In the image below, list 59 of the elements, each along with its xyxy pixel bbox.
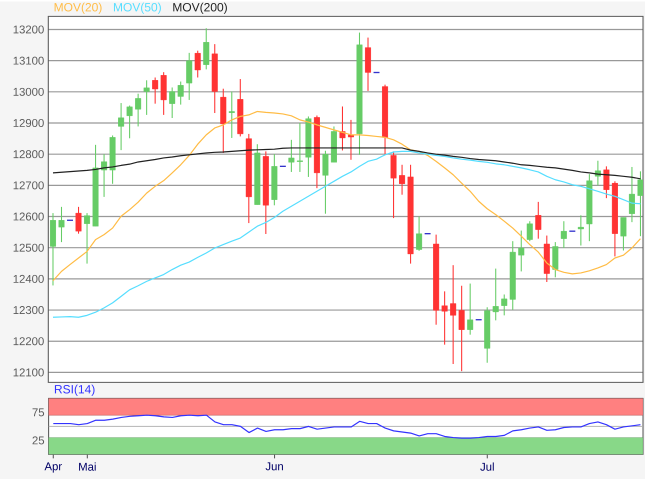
candlestick	[135, 92, 142, 127]
y-tick-label: 12600	[14, 212, 44, 220]
y-tick-label: 12900	[14, 118, 44, 127]
candlestick	[552, 241, 558, 278]
x-tick-label: Jul	[480, 462, 494, 471]
candlestick	[492, 268, 499, 321]
text: RSI(14)	[54, 384, 95, 396]
candlestick	[228, 90, 235, 138]
y-tick-label: 12800	[14, 150, 44, 158]
y-tick-label: 12400	[14, 274, 44, 283]
candlestick	[442, 290, 448, 346]
candlestick	[288, 139, 294, 172]
candlestick	[84, 212, 90, 264]
candlestick	[467, 282, 474, 336]
candlestick	[518, 230, 524, 272]
candlestick	[399, 164, 406, 196]
candlestick	[603, 166, 610, 198]
candlestick	[203, 28, 210, 70]
candlestick	[450, 264, 456, 364]
candlestick	[578, 214, 584, 246]
candlestick	[620, 216, 626, 251]
y-tick-label: 12500	[14, 244, 44, 252]
candlestick	[628, 166, 635, 222]
candlestick	[144, 80, 150, 116]
x-tick-label: Mai	[79, 462, 96, 471]
y-tick-label: 13200	[14, 25, 44, 34]
candlestick	[194, 50, 201, 78]
candlestick	[390, 150, 397, 218]
candlestick	[296, 122, 303, 172]
y-tick-label: 13100	[14, 56, 44, 64]
x-tick-label: Apr	[44, 462, 62, 472]
y-tick-label: 12700	[14, 181, 44, 190]
candlestick	[458, 285, 465, 372]
candlestick	[118, 102, 124, 150]
candlestick	[126, 104, 133, 139]
candlestick	[535, 201, 542, 240]
candlestick	[58, 206, 65, 242]
candlestick	[416, 216, 422, 252]
text: MOV(20)	[54, 2, 102, 14]
candlestick	[169, 86, 176, 118]
candlestick	[186, 52, 192, 100]
candlestick	[501, 294, 508, 316]
text: MOV(200)	[173, 2, 227, 14]
y-tick-label: 12200	[14, 337, 44, 346]
y-tick-label: 75	[32, 408, 44, 416]
candlestick	[526, 220, 533, 242]
y-tick-label: 12300	[14, 306, 44, 314]
x-tick-label: Jun	[266, 462, 283, 470]
candlestick	[339, 106, 346, 151]
candlestick	[152, 76, 158, 104]
candlestick	[178, 80, 184, 105]
candlestick	[322, 150, 328, 214]
candlestick	[637, 170, 644, 237]
candlestick	[76, 206, 82, 234]
candlestick	[560, 220, 567, 248]
text: MOV(50)	[114, 2, 161, 14]
y-tick-label: 25	[32, 436, 44, 444]
y-tick-label: 13000	[14, 88, 44, 96]
y-tick-label: 12100	[14, 368, 44, 376]
